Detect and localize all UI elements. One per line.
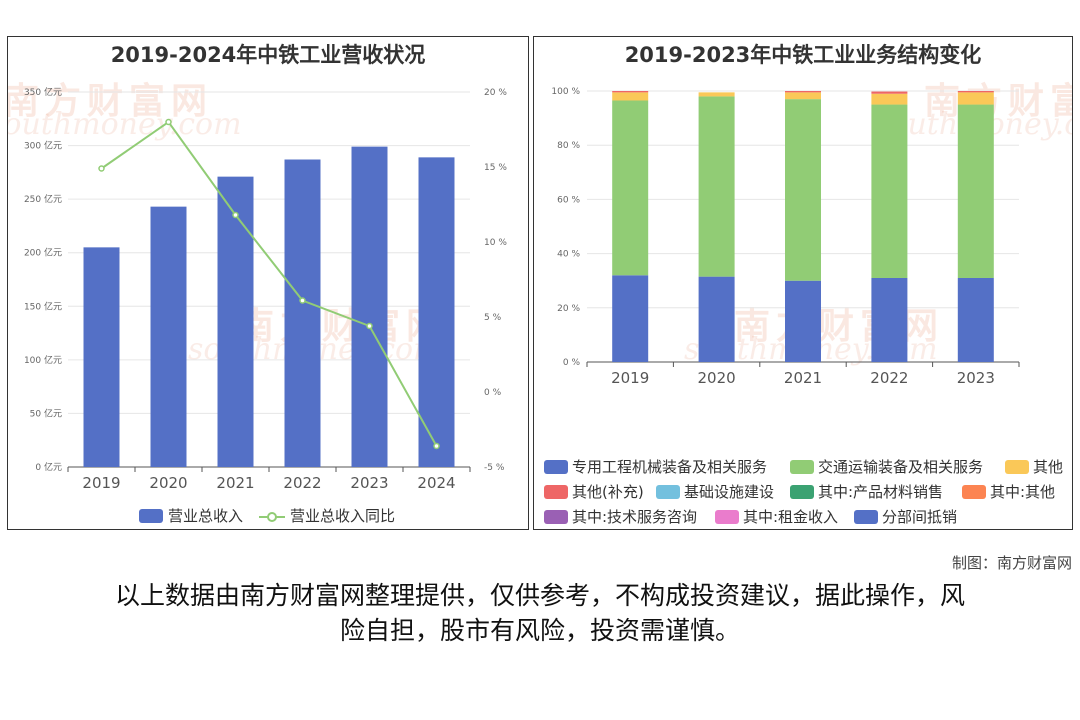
stacked-bar-segment bbox=[698, 276, 735, 362]
line-point bbox=[98, 165, 105, 172]
stacked-bar-segment bbox=[698, 96, 735, 277]
chart-credit: 制图：南方财富网 bbox=[951, 554, 1072, 572]
stacked-bar-segment bbox=[612, 92, 649, 101]
y-tick-label: 0 % bbox=[563, 358, 581, 368]
bar bbox=[150, 206, 187, 467]
legend-swatch bbox=[715, 510, 739, 524]
y-tick-label: 50 亿元 bbox=[30, 407, 62, 419]
legend-swatch bbox=[544, 510, 568, 524]
x-tick-label: 2021 bbox=[216, 474, 254, 492]
legend-label: 其中:其他 bbox=[990, 483, 1055, 501]
legend-label: 其中:租金收入 bbox=[743, 508, 838, 526]
x-tick-label: 2019 bbox=[82, 474, 120, 492]
stacked-bar-segment bbox=[957, 92, 994, 105]
revenue-chart: 0 亿元 50 亿元 100 亿元 150 亿元 200 亿元 250 亿元 300 亿元 3… bbox=[24, 86, 507, 525]
stacked-bar-segment bbox=[957, 277, 994, 362]
stacked-bar-segment bbox=[957, 91, 994, 93]
disclaimer-line-1: 以上数据由南方财富网整理提供，仅供参考，不构成投资建议，据此操作，风 bbox=[114, 581, 965, 610]
stacked-bar-segment bbox=[785, 91, 821, 93]
legend-swatch bbox=[790, 485, 814, 499]
legend-label: 其中:产品材料销售 bbox=[818, 483, 943, 501]
y-tick-label: 300 亿元 bbox=[24, 140, 62, 152]
legend-label: 其他(补充) bbox=[572, 483, 644, 501]
legend-label: 专用工程机械装备及相关服务 bbox=[572, 458, 767, 476]
legend-swatch bbox=[1005, 460, 1029, 474]
line-point bbox=[232, 211, 239, 219]
legend-swatch bbox=[790, 460, 814, 474]
line-point bbox=[299, 297, 306, 304]
structure-chart-panel: 南方财富网 southmoney.com 南方财富网 southmoney.co… bbox=[533, 36, 1073, 530]
legend-label: 交通运输装备及相关服务 bbox=[818, 458, 983, 476]
x-tick-label: 2022 bbox=[870, 369, 908, 387]
stacked-bar-segment bbox=[612, 91, 649, 93]
series-line bbox=[100, 120, 438, 447]
bar bbox=[83, 247, 120, 467]
y-tick-label: 350 亿元 bbox=[24, 86, 62, 98]
legend-label: 基础设施建设 bbox=[684, 483, 774, 501]
legend-label: 营业总收入同比 bbox=[290, 507, 395, 525]
disclaimer-line-2: 险自担，股市有风险，投资需谨慎。 bbox=[339, 616, 740, 645]
legend-swatch bbox=[139, 509, 163, 523]
y2-tick-label: 20 % bbox=[484, 88, 507, 98]
stacked-bar-segment bbox=[612, 275, 649, 362]
y-tick-label: 150 亿元 bbox=[24, 300, 62, 312]
stacked-bar-segment bbox=[871, 104, 908, 278]
y2-tick-label: 15 % bbox=[484, 163, 507, 173]
x-tick-label: 2021 bbox=[784, 369, 822, 387]
legend-swatch bbox=[267, 512, 277, 522]
y-tick-label: 250 亿元 bbox=[24, 193, 62, 205]
chart-title: 2019-2023年中铁工业业务结构变化 bbox=[624, 43, 982, 67]
y-tick-label: 100 % bbox=[551, 87, 580, 97]
bar bbox=[217, 176, 254, 467]
legend-swatch bbox=[854, 510, 878, 524]
y-tick-label: 0 亿元 bbox=[35, 461, 62, 473]
bar bbox=[418, 157, 455, 467]
structure-chart: 0 % 20 % 40 % 60 % 80 % 100 % 2019 2020 2021 2022… bbox=[544, 87, 1063, 526]
line-point bbox=[433, 442, 440, 450]
legend-swatch bbox=[962, 485, 986, 499]
stacked-bar-segment bbox=[871, 93, 908, 105]
x-tick-label: 2020 bbox=[698, 369, 736, 387]
y2-tick-label: -5 % bbox=[484, 463, 505, 473]
stacked-bar-segment bbox=[871, 277, 908, 362]
y-tick-label: 40 % bbox=[557, 250, 580, 260]
stacked-bar-segment bbox=[785, 92, 821, 100]
legend-swatch bbox=[656, 485, 680, 499]
legend-swatch bbox=[544, 460, 568, 474]
stacked-bar-segment bbox=[871, 91, 908, 94]
y2-tick-label: 10 % bbox=[484, 238, 507, 248]
x-tick-label: 2020 bbox=[149, 474, 187, 492]
legend-label: 分部间抵销 bbox=[882, 508, 957, 526]
y-tick-label: 20 % bbox=[557, 304, 580, 314]
stacked-bar-segment bbox=[957, 104, 994, 278]
legend-swatch bbox=[544, 485, 568, 499]
x-tick-label: 2023 bbox=[957, 369, 995, 387]
y-tick-label: 60 % bbox=[557, 195, 580, 205]
stacked-bar-segment bbox=[785, 99, 821, 281]
stacked-bar-segment bbox=[698, 92, 735, 97]
legend-label: 营业总收入 bbox=[168, 507, 243, 525]
bar bbox=[351, 146, 388, 467]
stacked-bar-segment bbox=[785, 280, 821, 362]
disclaimer: 以上数据由南方财富网整理提供，仅供参考，不构成投资建议，据此操作，风 险自担，股… bbox=[60, 578, 1020, 648]
x-tick-label: 2023 bbox=[350, 474, 388, 492]
x-tick-label: 2019 bbox=[611, 369, 649, 387]
y2-tick-label: 0 % bbox=[484, 388, 502, 398]
line-point bbox=[165, 118, 172, 126]
x-tick-label: 2024 bbox=[417, 474, 455, 492]
y-tick-label: 80 % bbox=[557, 141, 580, 151]
y2-tick-label: 5 % bbox=[484, 313, 502, 323]
x-tick-label: 2022 bbox=[283, 474, 321, 492]
revenue-chart-panel: 南方财富网 southmoney.com 南方财富网 southmoney.co… bbox=[7, 36, 529, 530]
y-tick-label: 200 亿元 bbox=[24, 247, 62, 259]
chart-title: 2019-2024年中铁工业营收状况 bbox=[110, 43, 426, 67]
y-tick-label: 100 亿元 bbox=[24, 354, 62, 366]
legend-label: 其中:技术服务咨询 bbox=[572, 508, 697, 526]
line-point bbox=[366, 322, 373, 330]
legend-label: 其他 bbox=[1033, 458, 1063, 476]
bar bbox=[284, 159, 321, 467]
stacked-bar-segment bbox=[612, 100, 649, 276]
